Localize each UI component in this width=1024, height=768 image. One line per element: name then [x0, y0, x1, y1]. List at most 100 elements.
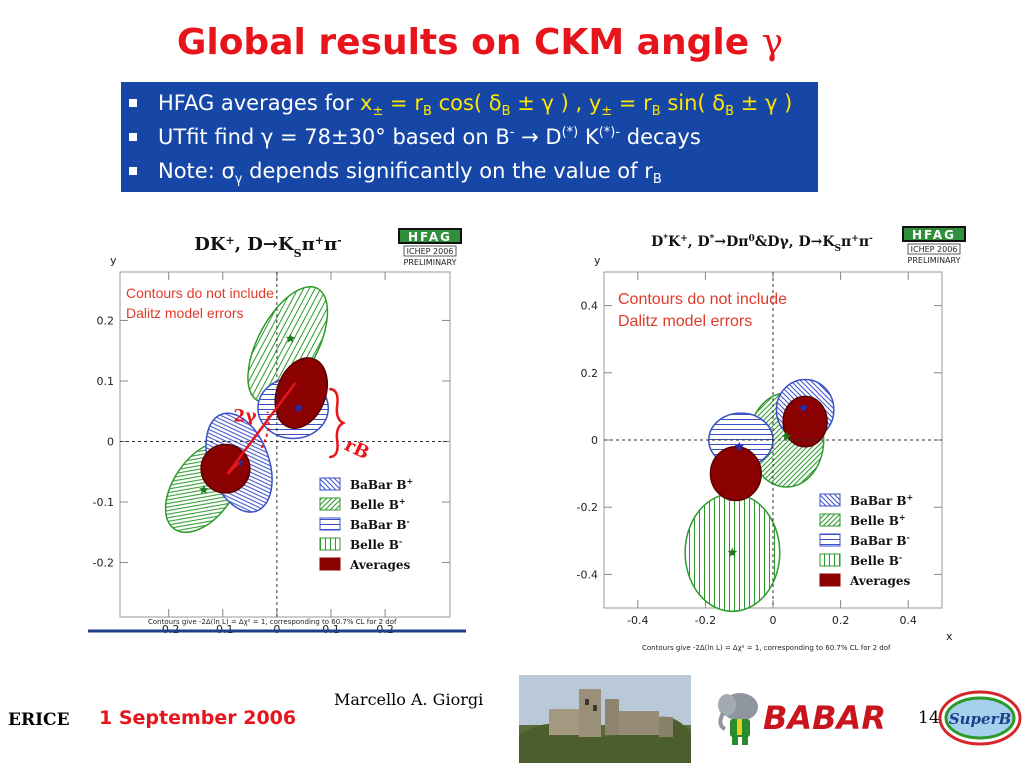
central-value-point [199, 484, 209, 494]
contour-note-line-2: Dalitz model errors [618, 313, 752, 330]
legend-label: Averages [849, 574, 911, 588]
legend-label-main: BaBar B [350, 518, 406, 532]
footer-author: Marcello A. Giorgi [334, 690, 484, 709]
central-value-point [798, 403, 809, 413]
superb-logo: SuperB [938, 690, 1022, 746]
legend-label-charge: - [899, 552, 902, 562]
footer-date: 1 September 2006 [99, 707, 297, 729]
angle-arc [260, 411, 270, 449]
plot-title-part: + [851, 234, 859, 244]
bullet-1: HFAG averages for x± = rB cos( δB ± γ ) … [121, 86, 818, 120]
x-tick-label: 0.1 [322, 623, 340, 634]
legend-label-main: Belle B [850, 514, 899, 528]
x-tick-label: 0.2 [832, 614, 850, 627]
plot-title-part: π [302, 234, 315, 255]
y-tick-label: 0 [107, 435, 114, 448]
plot-title-part: * [710, 234, 715, 244]
legend-label: BaBar B+ [850, 492, 913, 508]
contour-note-line-1: Contours do not include [618, 291, 787, 308]
plot-title: DK+, D→KSπ+π- [194, 234, 341, 260]
legend-swatch [819, 573, 841, 587]
legend-swatch [819, 493, 841, 507]
central-value-point [293, 403, 304, 413]
legend-label-charge: - [406, 516, 409, 526]
legend-label-charge: + [906, 492, 913, 502]
hfag-badge-text: HFAG [408, 230, 452, 244]
average-contour [709, 445, 762, 502]
plot-title-part: D [651, 234, 663, 250]
right-contour-plot: -0.4 -0.2 0 0.2 0.4 -0.4 -0.2 0 0.2 0.4 x y Contours… [572, 222, 982, 654]
central-value-point [285, 333, 296, 343]
plot-title-part: + [226, 234, 235, 247]
legend-label-main: Belle B [350, 538, 399, 552]
legend-label-charge: - [906, 532, 909, 542]
y-axis-label: y [110, 254, 117, 267]
x-tick-label: 0 [770, 614, 777, 627]
plot-title-part: S [835, 244, 842, 254]
contour-note-line-1: Contours do not include [126, 285, 274, 301]
bullet-text: HFAG averages for x± = rB cos( δB ± γ ) … [158, 91, 793, 120]
slide-title: Global results on CKM angle γ [0, 22, 960, 63]
legend-swatch [319, 557, 341, 571]
hfag-badge-status: PRELIMINARY [404, 258, 457, 267]
hfag-badge-conf: ICHEP 2006 [407, 247, 454, 256]
x-tick-label: 0.2 [376, 623, 394, 634]
superb-logo-text: SuperB [949, 710, 1011, 728]
x-tick-label: -0.2 [158, 623, 179, 634]
plot-title-part: S [294, 247, 302, 260]
plot-title-part: π [859, 234, 869, 250]
legend-label-charge: + [399, 496, 406, 506]
bullet-2: UTfit find γ = 78±30° based on B- → D(*)… [121, 120, 818, 154]
y-tick-label: -0.4 [577, 568, 598, 581]
plot-title-part: &Dγ, D→K [755, 234, 836, 250]
bullet-box: HFAG averages for x± = rB cos( δB ± γ ) … [121, 82, 818, 192]
plot-title-part: π [841, 234, 851, 250]
average-contour [782, 395, 828, 448]
x-tick-label: 0 [273, 623, 280, 634]
legend-label: BaBar B- [850, 532, 910, 548]
y-tick-label: 0.2 [581, 367, 599, 380]
x-tick-label: -0.4 [627, 614, 648, 627]
y-tick-label: -0.1 [93, 496, 114, 509]
plot-title-part: - [869, 234, 873, 244]
bullet-marker [129, 167, 137, 175]
castle-photo [519, 675, 691, 763]
plot-title-part: + [680, 234, 688, 244]
slide-title-symbol: γ [761, 22, 784, 63]
rb-arrow-minus [226, 382, 297, 475]
plot-title-part: 0 [748, 234, 754, 244]
legend-label-main: Belle B [850, 554, 899, 568]
legend-label: BaBar B- [350, 516, 410, 532]
hfag-badge-text: HFAG [912, 228, 956, 242]
plot-title-part: K [668, 234, 681, 250]
legend-swatch [319, 517, 341, 531]
babar-logo: BABAR [718, 693, 886, 745]
legend-swatch [319, 497, 341, 511]
x-tick-label: -0.1 [212, 623, 233, 634]
legend-label-charge: - [399, 536, 402, 546]
page-number: 14 [918, 708, 940, 728]
bullet-text: UTfit find γ = 78±30° based on B- → D(*)… [158, 125, 701, 149]
rb-arrow-plus [226, 461, 240, 475]
plot-title: D*K+, D*→Dπ0&Dγ, D→KSπ+π- [651, 234, 873, 254]
contour-caption: Contours give -2Δ(ln L) = Δχ² = 1, corre… [642, 644, 891, 652]
contour-note-line-2: Dalitz model errors [126, 305, 243, 321]
legend-label: BaBar B+ [350, 476, 413, 492]
plot-title-part: π [324, 234, 337, 255]
contour-note: Contours do not include Dalitz model erro… [126, 285, 274, 321]
bullet-3: Note: σγ depends significantly on the va… [121, 154, 818, 188]
legend-label-charge: + [406, 476, 413, 486]
plot-title-part: , D [688, 234, 710, 250]
legend-label-main: Belle B [350, 498, 399, 512]
babar-logo-text: BABAR [763, 699, 886, 737]
legend-swatch [819, 513, 841, 527]
legend-label-main: BaBar B [850, 494, 906, 508]
hfag-badge-status: PRELIMINARY [908, 256, 961, 265]
plot-title-part: , D→K [235, 234, 295, 255]
contour-note: Contours do not include Dalitz model erro… [618, 291, 787, 330]
legend-label: Belle B- [850, 552, 902, 568]
angle-label: 2γ [233, 407, 257, 427]
x-tick-label: -0.2 [695, 614, 716, 627]
footer-location: ERICE [8, 710, 70, 730]
bullet-marker [129, 133, 137, 141]
